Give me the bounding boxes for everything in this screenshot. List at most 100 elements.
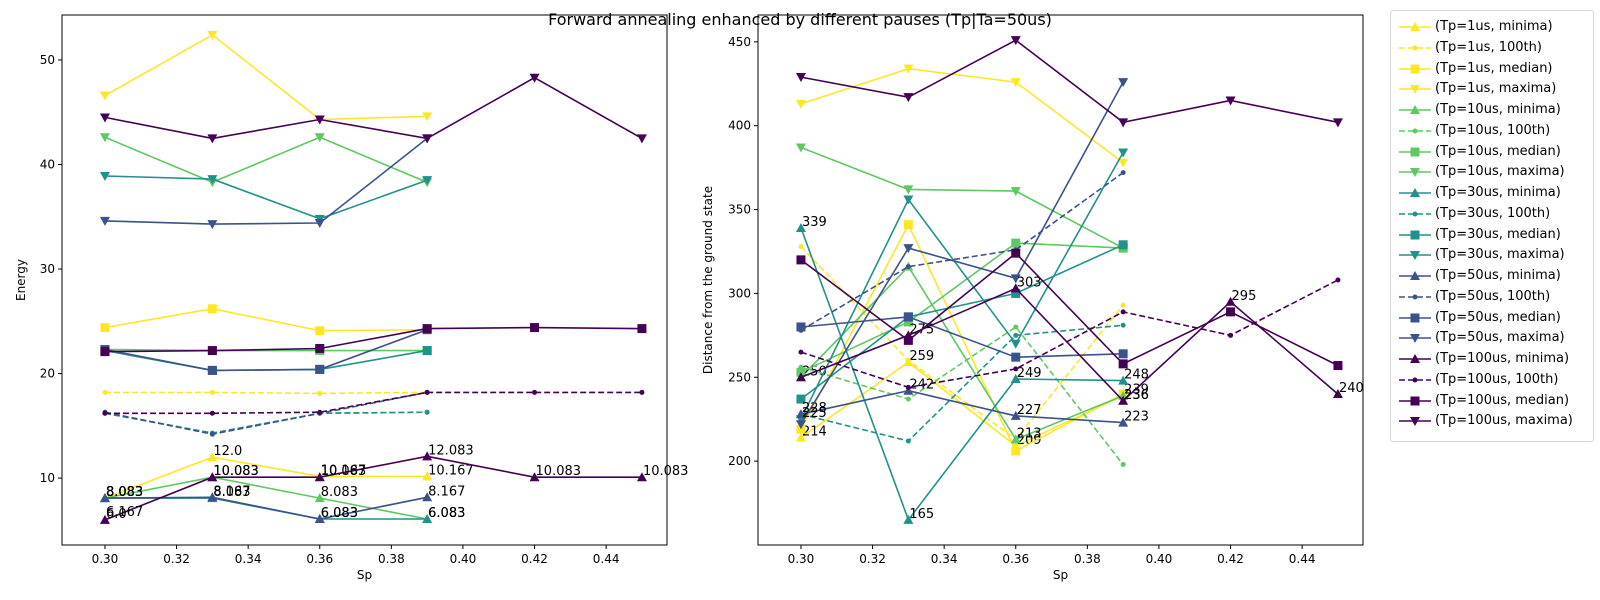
series-line xyxy=(104,175,428,220)
series-line xyxy=(800,172,1124,331)
data-point xyxy=(1120,302,1126,308)
series-tp50us-maxima xyxy=(795,78,1129,430)
data-point xyxy=(1120,461,1126,467)
legend-swatch xyxy=(1399,334,1431,344)
data-point xyxy=(637,324,647,334)
data-point xyxy=(1225,296,1236,306)
legend-label: (Tp=50us, 100th) xyxy=(1435,288,1551,304)
data-point xyxy=(903,244,914,254)
series-line xyxy=(800,39,1339,124)
data-label: 214 xyxy=(802,425,827,440)
legend-swatch xyxy=(1399,147,1431,156)
data-point xyxy=(1118,395,1129,405)
series-tp1us-maxima xyxy=(99,30,433,125)
data-point xyxy=(529,73,540,83)
data-point xyxy=(1010,434,1021,444)
data-point xyxy=(1010,187,1021,197)
data-point xyxy=(1013,366,1019,372)
legend-marker xyxy=(1410,105,1420,114)
legend-label: (Tp=30us, 100th) xyxy=(1435,205,1551,221)
data-point xyxy=(796,394,806,404)
data-point xyxy=(798,243,804,249)
data-point xyxy=(207,346,217,356)
legend-marker xyxy=(1412,211,1418,217)
data-point xyxy=(99,133,110,143)
legend-item: (Tp=50us, maxima) xyxy=(1391,328,1591,348)
series-line xyxy=(800,389,1124,424)
data-point xyxy=(903,220,913,230)
data-point xyxy=(209,389,215,395)
plot-area-frame xyxy=(757,14,1364,546)
legend-item: (Tp=100us, 100th) xyxy=(1391,370,1591,390)
data-label: 6.083 xyxy=(428,506,465,521)
legend-swatch xyxy=(1399,271,1431,280)
data-point xyxy=(795,99,806,109)
x-tick-label: 0.30 xyxy=(788,552,815,566)
x-tick-label: 0.44 xyxy=(1289,552,1316,566)
series-tp10us-100th xyxy=(798,324,1126,467)
series-line xyxy=(800,67,1124,164)
data-point xyxy=(905,264,911,270)
data-point xyxy=(422,471,433,481)
data-point xyxy=(422,451,433,461)
data-point xyxy=(795,223,806,233)
series-line xyxy=(104,33,428,121)
data-point xyxy=(207,492,218,502)
data-point xyxy=(99,113,110,123)
data-point xyxy=(1013,332,1019,338)
data-point xyxy=(1011,248,1021,258)
data-point xyxy=(796,255,806,265)
data-point xyxy=(796,322,806,332)
legend-item: (Tp=100us, minima) xyxy=(1391,349,1591,369)
data-point xyxy=(317,390,323,396)
legend-label: (Tp=50us, maxima) xyxy=(1435,330,1565,346)
data-label: 303 xyxy=(1017,275,1042,290)
data-point xyxy=(905,438,911,444)
data-label: 10.083 xyxy=(213,464,259,479)
series-line xyxy=(104,455,642,521)
legend-item: (Tp=10us, minima) xyxy=(1391,100,1591,120)
legend-item: (Tp=10us, median) xyxy=(1391,142,1591,162)
data-point xyxy=(99,91,110,101)
data-point xyxy=(314,493,325,503)
data-point xyxy=(796,367,806,377)
data-point xyxy=(1118,118,1129,128)
legend-swatch xyxy=(1399,128,1431,134)
data-point xyxy=(1118,417,1129,427)
legend-label: (Tp=50us, median) xyxy=(1435,309,1561,325)
data-point xyxy=(99,493,110,503)
legend-swatch xyxy=(1399,230,1431,239)
y-tick-label: 400 xyxy=(728,119,751,133)
data-label: 295 xyxy=(1232,289,1257,304)
y-axis-label: Distance from the ground state xyxy=(701,186,715,374)
series-line xyxy=(800,265,1124,441)
legend-label: (Tp=100us, minima) xyxy=(1435,351,1570,366)
data-point xyxy=(903,385,914,395)
y-tick-label: 50 xyxy=(40,53,55,67)
series-line xyxy=(800,227,1124,522)
data-label: 10.083 xyxy=(643,464,689,479)
data-point xyxy=(529,472,540,482)
data-point xyxy=(532,389,538,395)
legend-swatch xyxy=(1399,188,1431,197)
data-point xyxy=(903,514,914,524)
series-line xyxy=(800,287,1339,402)
legend-item: (Tp=1us, median) xyxy=(1391,59,1591,79)
data-label: 227 xyxy=(1017,403,1042,418)
x-axis-label: Sp xyxy=(1053,568,1068,582)
legend-item: (Tp=30us, maxima) xyxy=(1391,245,1591,265)
data-point xyxy=(905,358,911,364)
data-point xyxy=(530,323,540,333)
data-point xyxy=(315,326,325,336)
legend-marker xyxy=(1410,396,1420,405)
series-tp50us-maxima xyxy=(99,134,433,230)
data-point xyxy=(314,219,325,229)
legend-item: (Tp=50us, median) xyxy=(1391,308,1591,328)
series-line xyxy=(800,279,1339,389)
data-point xyxy=(1010,410,1021,420)
series-line xyxy=(104,456,428,499)
data-point xyxy=(424,389,430,395)
series-tp100us-median xyxy=(100,323,647,357)
legend-swatch xyxy=(1399,45,1431,51)
